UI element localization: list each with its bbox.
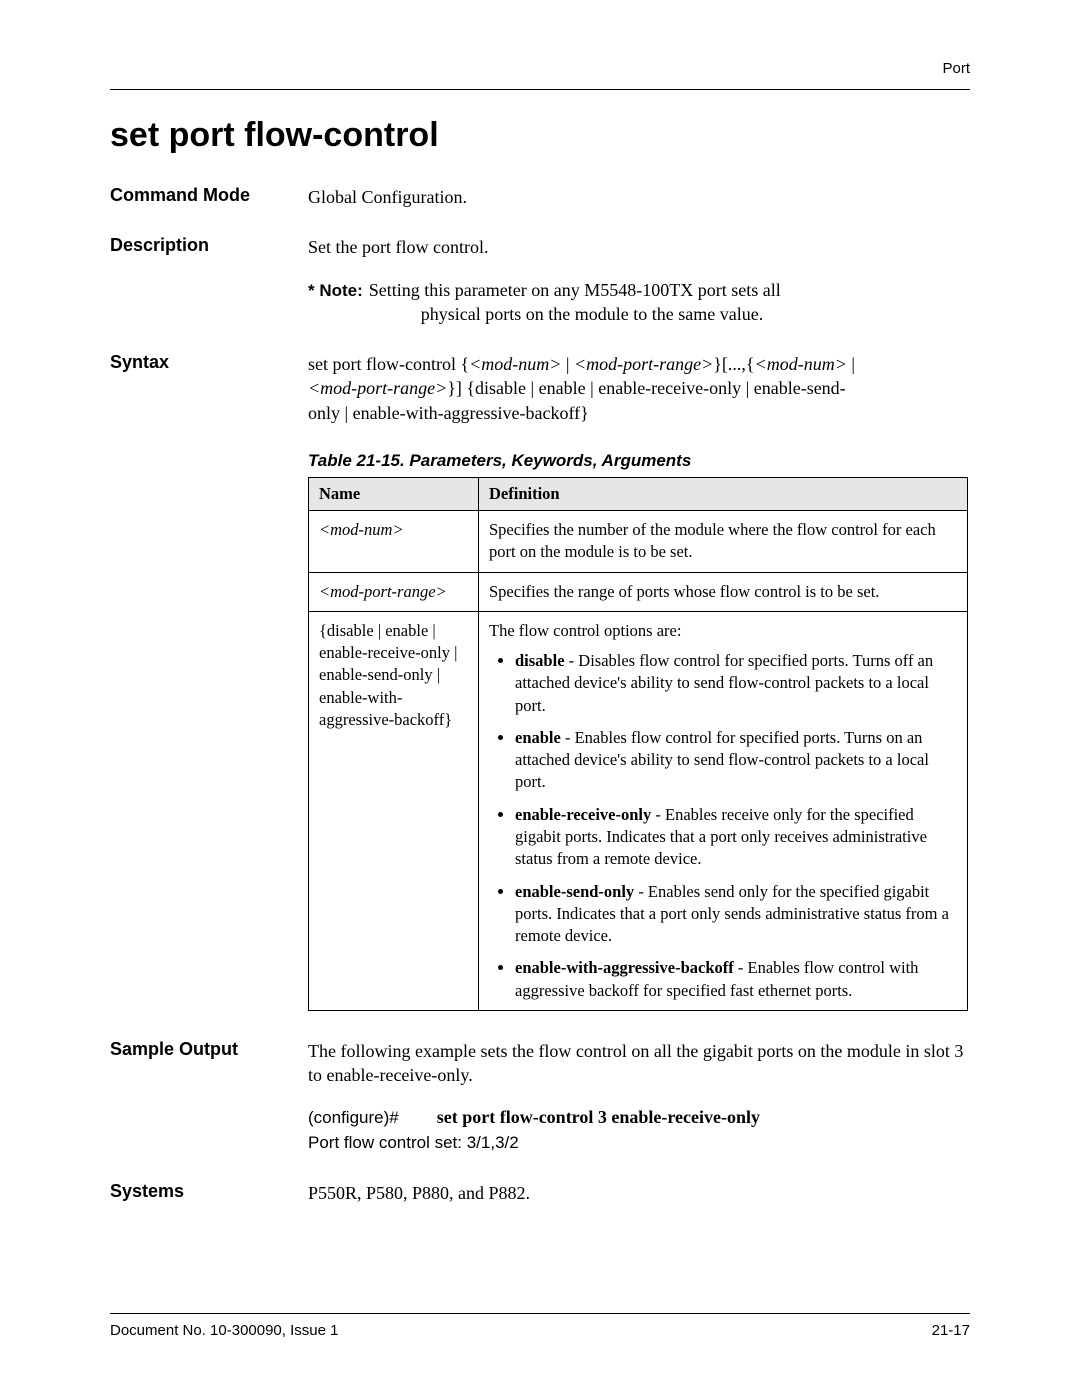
systems-row: Systems P550R, P580, P880, and P882. — [110, 1181, 970, 1205]
option-term: disable — [515, 651, 565, 670]
parameters-table: Name Definition <mod-num> Specifies the … — [308, 477, 968, 1011]
sample-prompt: (configure)# — [308, 1108, 399, 1127]
sample-output-value: The following example sets the flow cont… — [308, 1039, 970, 1155]
syntax-pre: set port flow-control { — [308, 354, 469, 374]
note-label: * Note: — [308, 281, 363, 300]
option-item: enable-with-aggressive-backoff - Enables… — [515, 957, 957, 1002]
header-rule — [110, 89, 970, 90]
description-row: Description Set the port flow control. *… — [110, 235, 970, 326]
table-row: <mod-port-range> Specifies the range of … — [309, 572, 968, 611]
footer-rule — [110, 1313, 970, 1314]
option-term: enable-send-only — [515, 882, 634, 901]
param-definition: The flow control options are: disable - … — [479, 611, 968, 1010]
systems-value: P550R, P580, P880, and P882. — [308, 1181, 970, 1205]
option-term: enable-with-aggressive-backoff — [515, 958, 734, 977]
syntax-mod-port-range: <mod-port-range> — [574, 354, 713, 374]
table-header-row: Name Definition — [309, 478, 968, 511]
command-mode-label: Command Mode — [110, 185, 308, 209]
page-footer: Document No. 10-300090, Issue 1 21-17 — [110, 1313, 970, 1339]
sample-output-row: Sample Output The following example sets… — [110, 1039, 970, 1155]
systems-label: Systems — [110, 1181, 308, 1205]
table-caption: Table 21-15. Parameters, Keywords, Argum… — [308, 451, 970, 471]
param-name: <mod-num> — [309, 511, 479, 573]
description-value: Set the port flow control. * Note: Setti… — [308, 235, 970, 326]
description-note: * Note: Setting this parameter on any M5… — [308, 278, 970, 327]
syntax-post1: }[...,{ — [713, 354, 754, 374]
description-text: Set the port flow control. — [308, 235, 970, 259]
syntax-row: Syntax set port flow-control {<mod-num> … — [110, 352, 970, 425]
option-text: - Enables flow control for specified por… — [515, 728, 929, 792]
table-header-definition: Definition — [479, 478, 968, 511]
param-name: <mod-port-range> — [309, 572, 479, 611]
command-mode-row: Command Mode Global Configuration. — [110, 185, 970, 209]
command-mode-value: Global Configuration. — [308, 185, 970, 209]
note-line2: physical ports on the module to the same… — [421, 302, 763, 326]
option-term: enable — [515, 728, 561, 747]
option-item: enable-receive-only - Enables receive on… — [515, 804, 957, 871]
option-item: disable - Disables flow control for spec… — [515, 650, 957, 717]
sample-output-text: The following example sets the flow cont… — [308, 1039, 970, 1088]
param-name-text: <mod-port-range> — [319, 582, 447, 601]
page-title: set port flow-control — [110, 116, 970, 155]
sample-command-line: (configure)# set port flow-control 3 enab… — [308, 1105, 970, 1130]
syntax-post2: }] {disable | enable | enable-receive-on… — [447, 378, 845, 398]
note-lead: * Note: — [308, 278, 363, 327]
sample-output-label: Sample Output — [110, 1039, 308, 1155]
option-item: enable - Enables flow control for specif… — [515, 727, 957, 794]
option-term: enable-receive-only — [515, 805, 651, 824]
footer-page-number: 21-17 — [932, 1322, 970, 1339]
options-intro: The flow control options are: — [489, 620, 957, 642]
param-definition: Specifies the number of the module where… — [479, 511, 968, 573]
header-section-label: Port — [110, 60, 970, 77]
note-body: Setting this parameter on any M5548-100T… — [369, 278, 781, 327]
footer-row: Document No. 10-300090, Issue 1 21-17 — [110, 1322, 970, 1339]
sample-result: Port flow control set: 3/1,3/2 — [308, 1132, 970, 1155]
footer-doc-number: Document No. 10-300090, Issue 1 — [110, 1322, 338, 1339]
syntax-mod-num: <mod-num> — [469, 354, 561, 374]
syntax-mod-num-2: <mod-num> — [755, 354, 847, 374]
description-label: Description — [110, 235, 308, 326]
param-name: {disable | enable | enable-receive-only … — [309, 611, 479, 1010]
param-name-text: <mod-num> — [319, 520, 404, 539]
syntax-pipe1: | — [561, 354, 574, 374]
option-text: - Disables flow control for specified po… — [515, 651, 933, 715]
table-header-name: Name — [309, 478, 479, 511]
table-row: <mod-num> Specifies the number of the mo… — [309, 511, 968, 573]
param-definition: Specifies the range of ports whose flow … — [479, 572, 968, 611]
table-row: {disable | enable | enable-receive-only … — [309, 611, 968, 1010]
option-item: enable-send-only - Enables send only for… — [515, 881, 957, 948]
options-list: disable - Disables flow control for spec… — [489, 650, 957, 1002]
document-page: Port set port flow-control Command Mode … — [0, 0, 1080, 1256]
syntax-mod-port-range-2: <mod-port-range> — [308, 378, 447, 398]
syntax-line3: only | enable-with-aggressive-backoff} — [308, 403, 589, 423]
note-line1: Setting this parameter on any M5548-100T… — [369, 280, 781, 300]
syntax-value: set port flow-control {<mod-num> | <mod-… — [308, 352, 970, 425]
sample-command: set port flow-control 3 enable-receive-o… — [437, 1107, 760, 1127]
syntax-label: Syntax — [110, 352, 308, 425]
syntax-pipe2: | — [847, 354, 855, 374]
